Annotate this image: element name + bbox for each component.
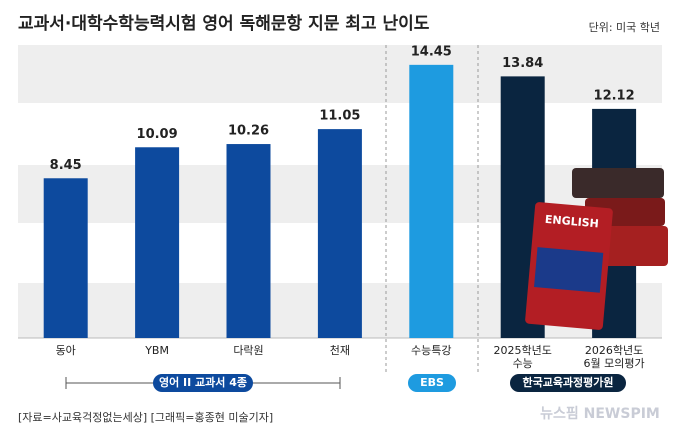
value-label: 11.05 [319,109,360,124]
x-tick-label: 동아 [55,344,76,357]
value-label: 13.84 [502,56,543,71]
band [18,45,662,103]
x-tick-label: 2026학년도 6월 모의평가 [583,344,645,370]
chart-title: 교과서·대학수학능력시험 영어 독해문항 지문 최고 난이도 [18,13,430,34]
group-label: 한국교육과정평가원 [510,374,626,392]
x-tick-label: 천재 [329,344,351,357]
x-tick-label: YBM [145,344,169,357]
bar [317,129,362,338]
svg-text:ENGLISH: ENGLISH [544,213,599,231]
bar [43,178,88,338]
group-label: 영어 II 교과서 4종 [153,374,253,392]
group-label: EBS [408,374,456,392]
value-label: 10.09 [137,127,178,142]
x-tick-label: 2025학년도 수능 [493,344,552,370]
x-tick-label: 다락원 [233,344,264,357]
value-label: 10.26 [228,124,269,139]
source: [자료=사교육걱정없는세상] [그래픽=홍종현 미술기자] [18,410,273,424]
bar [226,144,271,338]
watermark: 뉴스핌 NEWSPIM [540,405,660,422]
bar [135,147,180,338]
bar [409,64,454,338]
value-label: 12.12 [594,88,635,103]
value-label: 14.45 [411,44,452,59]
value-label: 8.45 [50,158,82,173]
x-tick-label: 수능특강 [411,344,452,357]
unit: 단위: 미국 학년 [589,21,660,34]
book-illustration: ENGLISH [525,168,668,330]
